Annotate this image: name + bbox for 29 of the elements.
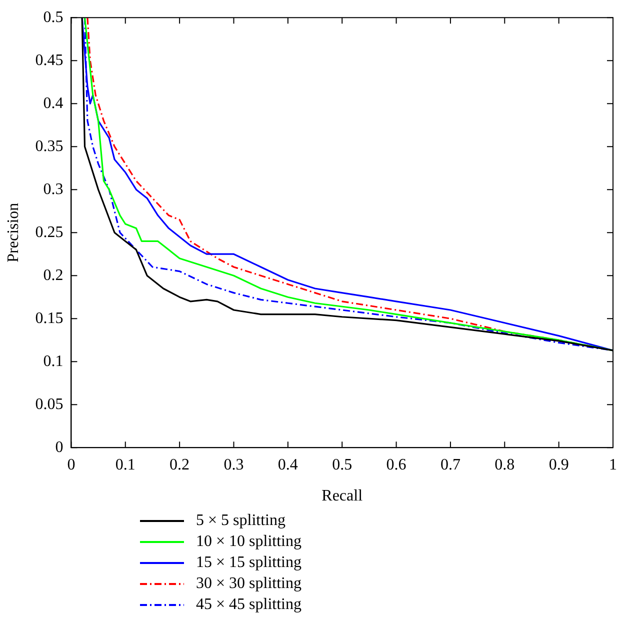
x-tick-label: 0.2 xyxy=(170,456,190,474)
y-tick-label: 0.2 xyxy=(43,266,64,284)
y-tick-label: 0.1 xyxy=(43,352,64,370)
y-tick-label: 0.25 xyxy=(35,224,64,241)
x-tick-label: 0.9 xyxy=(548,456,569,474)
x-tick-label: 0.7 xyxy=(440,456,460,474)
x-tick-label: 0.8 xyxy=(494,456,515,474)
x-tick-label: 0.4 xyxy=(278,456,298,474)
legend-label: 5 × 5 splitting xyxy=(196,512,286,530)
legend-label: 10 × 10 splitting xyxy=(196,532,302,550)
y-tick-label: 0.45 xyxy=(35,52,64,69)
y-tick-label: 0.35 xyxy=(35,138,64,155)
x-tick-label: 0 xyxy=(67,456,76,474)
y-axis-title: Precision xyxy=(4,202,22,262)
y-tick-label: 0.05 xyxy=(35,396,64,413)
x-tick-label: 1 xyxy=(609,456,617,474)
y-tick-label: 0.3 xyxy=(43,180,64,198)
x-tick-label: 0.5 xyxy=(332,456,352,474)
legend-label: 30 × 30 splitting xyxy=(196,574,302,592)
y-tick-label: 0.15 xyxy=(35,310,64,327)
y-tick-label: 0.5 xyxy=(43,8,64,26)
y-tick-label: 0 xyxy=(55,438,64,456)
y-tick-label: 0.4 xyxy=(43,94,64,112)
legend-label: 45 × 45 splitting xyxy=(196,596,302,614)
x-tick-label: 0.1 xyxy=(115,456,136,474)
x-tick-label: 0.3 xyxy=(224,456,244,474)
x-tick-label: 0.6 xyxy=(386,456,406,474)
x-axis-title: Recall xyxy=(322,488,364,505)
legend-label: 15 × 15 splitting xyxy=(196,554,302,572)
